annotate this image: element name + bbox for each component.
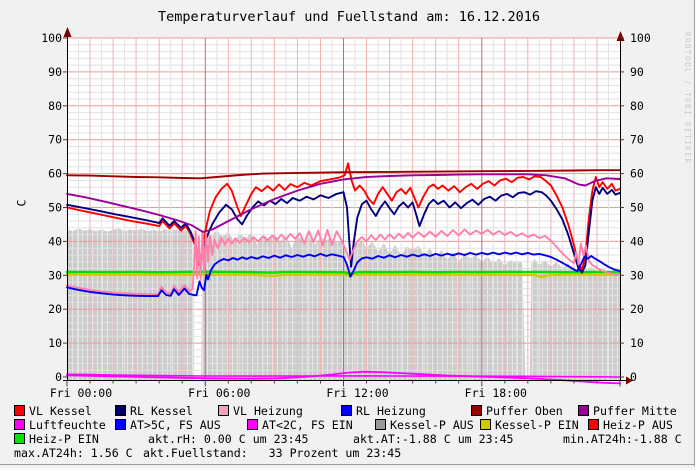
legend-item-vl-kessel: VL Kessel	[14, 405, 92, 417]
legend-swatch-heiz-p-ein	[14, 433, 25, 444]
legend-item-at-5c-fs-aus: AT>5C, FS AUS	[115, 419, 221, 431]
y-tick-label-left: 70	[48, 133, 62, 147]
series-line-puffer-mitte	[66, 173, 621, 233]
legend-item-puffer-mitte: Puffer Mitte	[578, 405, 677, 417]
y-tick-label-left: 100	[41, 31, 62, 45]
legend-swatch-vl-kessel	[14, 405, 25, 416]
y-tick-label-left: 10	[48, 336, 62, 350]
y-tick-label-left: 50	[48, 201, 62, 215]
legend-item-kessel-p-ein: Kessel-P EIN	[480, 419, 579, 431]
legend-stat-akt-fuellstand-33-prozent-um-23-45: akt.Fuellstand: 33 Prozent um 23:45	[143, 447, 401, 459]
legend-label: Luftfeuchte	[29, 418, 106, 432]
legend-item-heiz-p-ein: Heiz-P EIN	[14, 433, 99, 445]
legend-label: max.AT24h: 1.56 C	[14, 446, 133, 460]
legend-label: min.AT24h:-1.88 C	[563, 432, 682, 446]
legend-swatch-rl-kessel	[115, 405, 126, 416]
legend-item-heiz-p-aus: Heiz-P AUS	[588, 419, 673, 431]
legend-swatch-rl-heizung	[341, 405, 352, 416]
y-tick-label-left: 90	[48, 65, 62, 79]
legend-label: RL Kessel	[130, 404, 193, 418]
y-tick-label-left: 60	[48, 167, 62, 181]
legend-label: AT<2C, FS EIN	[262, 418, 353, 432]
legend-stat-min-at24h-1-88-c: min.AT24h:-1.88 C	[563, 433, 682, 445]
legend-item-rl-kessel: RL Kessel	[115, 405, 193, 417]
frame-border-right-shadow	[694, 0, 695, 466]
plot-area: 0 0 10 10 20 20 30 30 40 40 50 50 60 60 70 70 80 80 90 90 10…	[41, 27, 651, 400]
legend-label: akt.Fuellstand: 33 Prozent um 23:45	[143, 446, 402, 460]
y-tick-label-right: 30	[630, 268, 644, 282]
y-tick-label-right: 60	[630, 167, 644, 181]
arrow-right-icon	[626, 376, 633, 385]
y-tick-label-right: 50	[630, 201, 644, 215]
legend-label: VL Heizung	[233, 404, 303, 418]
legend-stat-akt-at-1-88-c-um-23-45: akt.AT:-1.88 C um 23:45	[353, 433, 514, 445]
y-tick-label-left: 40	[48, 234, 62, 248]
series-line-kessel-p-ein	[65, 273, 622, 279]
legend-swatch-heiz-p-aus	[588, 419, 599, 430]
legend-swatch-kessel-p-ein	[480, 419, 491, 430]
legend-label: akt.AT:-1.88 C um 23:45	[353, 432, 514, 446]
legend-swatch-at-5c-fs-aus	[115, 419, 126, 430]
x-tick-label-fri-18-00: Fri 18:00	[465, 386, 527, 400]
legend-label: akt.rH: 0.00 C um 23:45	[148, 432, 309, 446]
rrdtool-watermark: RRDTOOL / TOBI OETIKER	[683, 32, 692, 165]
y-tick-label-right: 80	[630, 99, 644, 113]
legend-label: Heiz-P AUS	[603, 418, 673, 432]
legend-item-at-2c-fs-ein: AT<2C, FS EIN	[247, 419, 353, 431]
series-line-rl-heizung	[66, 251, 621, 298]
frame-border-right-light	[695, 0, 698, 471]
y-tick-label-left: 80	[48, 99, 62, 113]
series-line-heiz-p-ein	[65, 270, 622, 275]
legend-swatch-puffer-mitte	[578, 405, 589, 416]
legend-item-vl-heizung: VL Heizung	[218, 405, 303, 417]
frame-border-bottom-shadow	[0, 464, 695, 465]
legend-stat-max-at24h-1-56-c: max.AT24h: 1.56 C	[14, 447, 133, 459]
legend-label: Kessel-P AUS	[390, 418, 474, 432]
series-line-rl-kessel	[66, 186, 621, 274]
x-tick-label-fri-00-00: Fri 00:00	[50, 386, 112, 400]
y-tick-label-right: 0	[630, 370, 637, 384]
y-tick-label-right: 20	[630, 302, 644, 316]
x-tick-label-fri-06-00: Fri 06:00	[188, 386, 250, 400]
legend-item-kessel-p-aus: Kessel-P AUS	[375, 419, 474, 431]
legend-label: AT>5C, FS AUS	[130, 418, 221, 432]
series-line-vl-heizung	[66, 228, 621, 296]
y-tick-label-left: 30	[48, 268, 62, 282]
legend-swatch-vl-heizung	[218, 405, 229, 416]
legend-label: Heiz-P EIN	[29, 432, 99, 446]
y-tick-label-right: 70	[630, 133, 644, 147]
legend-item-luftfeuchte: Luftfeuchte	[14, 419, 106, 431]
y-tick-label-right: 40	[630, 234, 644, 248]
graph-title: Temperaturverlauf und Fuellstand am: 16.…	[157, 9, 540, 25]
legend-label: VL Kessel	[29, 404, 92, 418]
arrow-up-right-icon	[616, 31, 625, 41]
y-tick-label-right: 100	[630, 31, 651, 45]
legend-swatch-kessel-p-aus	[375, 419, 386, 430]
x-tick-label-fri-12-00: Fri 12:00	[326, 386, 388, 400]
legend-item-rl-heizung: RL Heizung	[341, 405, 426, 417]
legend-stat-akt-rh-0-00-c-um-23-45: akt.rH: 0.00 C um 23:45	[148, 433, 309, 445]
arrow-up-left-icon	[63, 27, 72, 37]
y-tick-label-right: 90	[630, 65, 644, 79]
series-line-puffer-oben	[66, 169, 621, 180]
legend-label: Puffer Mitte	[593, 404, 677, 418]
legend-swatch-luftfeuchte	[14, 419, 25, 430]
y-tick-label-left: 20	[48, 302, 62, 316]
series-line-at-2c-fs-ein	[66, 370, 621, 385]
legend-label: Puffer Oben	[486, 404, 563, 418]
legend-label: Kessel-P EIN	[495, 418, 579, 432]
legend-item-puffer-oben: Puffer Oben	[471, 405, 563, 417]
legend-swatch-puffer-oben	[471, 405, 482, 416]
legend-label: RL Heizung	[356, 404, 426, 418]
legend-swatch-at-2c-fs-ein	[247, 419, 258, 430]
frame-border-bottom-light	[0, 466, 698, 471]
y-tick-label-right: 10	[630, 336, 644, 350]
y-tick-label-left: 0	[55, 370, 62, 384]
